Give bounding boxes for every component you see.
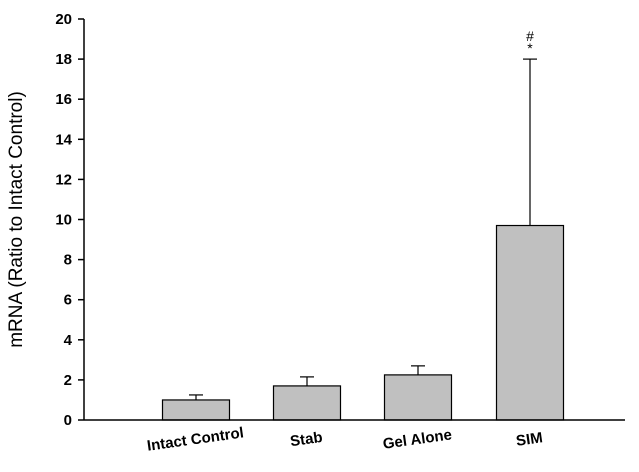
y-tick-label: 0: [64, 412, 72, 429]
error-bars: [189, 58, 537, 400]
x-category-label: Stab: [289, 429, 324, 450]
x-category-label: Gel Alone: [382, 426, 453, 453]
y-tick-label: 10: [55, 212, 72, 229]
bar-intact-control: [161, 399, 231, 421]
x-axis-category-labels: Intact Control Stab Gel Alone SIM: [146, 424, 544, 454]
bar-gel-alone: [383, 374, 453, 421]
bar-stab: [272, 385, 342, 421]
y-axis-ticks: 0 2 4 6 8 10 12 14 16 18 20: [55, 11, 84, 429]
y-tick-label: 4: [64, 332, 73, 349]
y-tick-label: 20: [55, 11, 72, 28]
y-tick-label: 14: [55, 131, 72, 148]
significance-annotations: #*: [526, 28, 534, 56]
y-tick-label: 6: [64, 292, 72, 309]
y-tick-label: 2: [64, 372, 72, 389]
y-tick-label: 18: [55, 51, 72, 68]
x-category-label: SIM: [515, 429, 544, 450]
bars: [161, 224, 565, 421]
bar-sim: [495, 224, 565, 421]
significance-mark: *: [527, 40, 533, 56]
y-tick-label: 8: [64, 252, 72, 269]
x-category-label: Intact Control: [146, 424, 245, 454]
y-axis-title: mRNA (Ratio to Intact Control): [6, 91, 27, 348]
y-tick-label: 12: [55, 171, 72, 188]
y-tick-label: 16: [55, 91, 72, 108]
significance-mark: #: [526, 28, 534, 44]
